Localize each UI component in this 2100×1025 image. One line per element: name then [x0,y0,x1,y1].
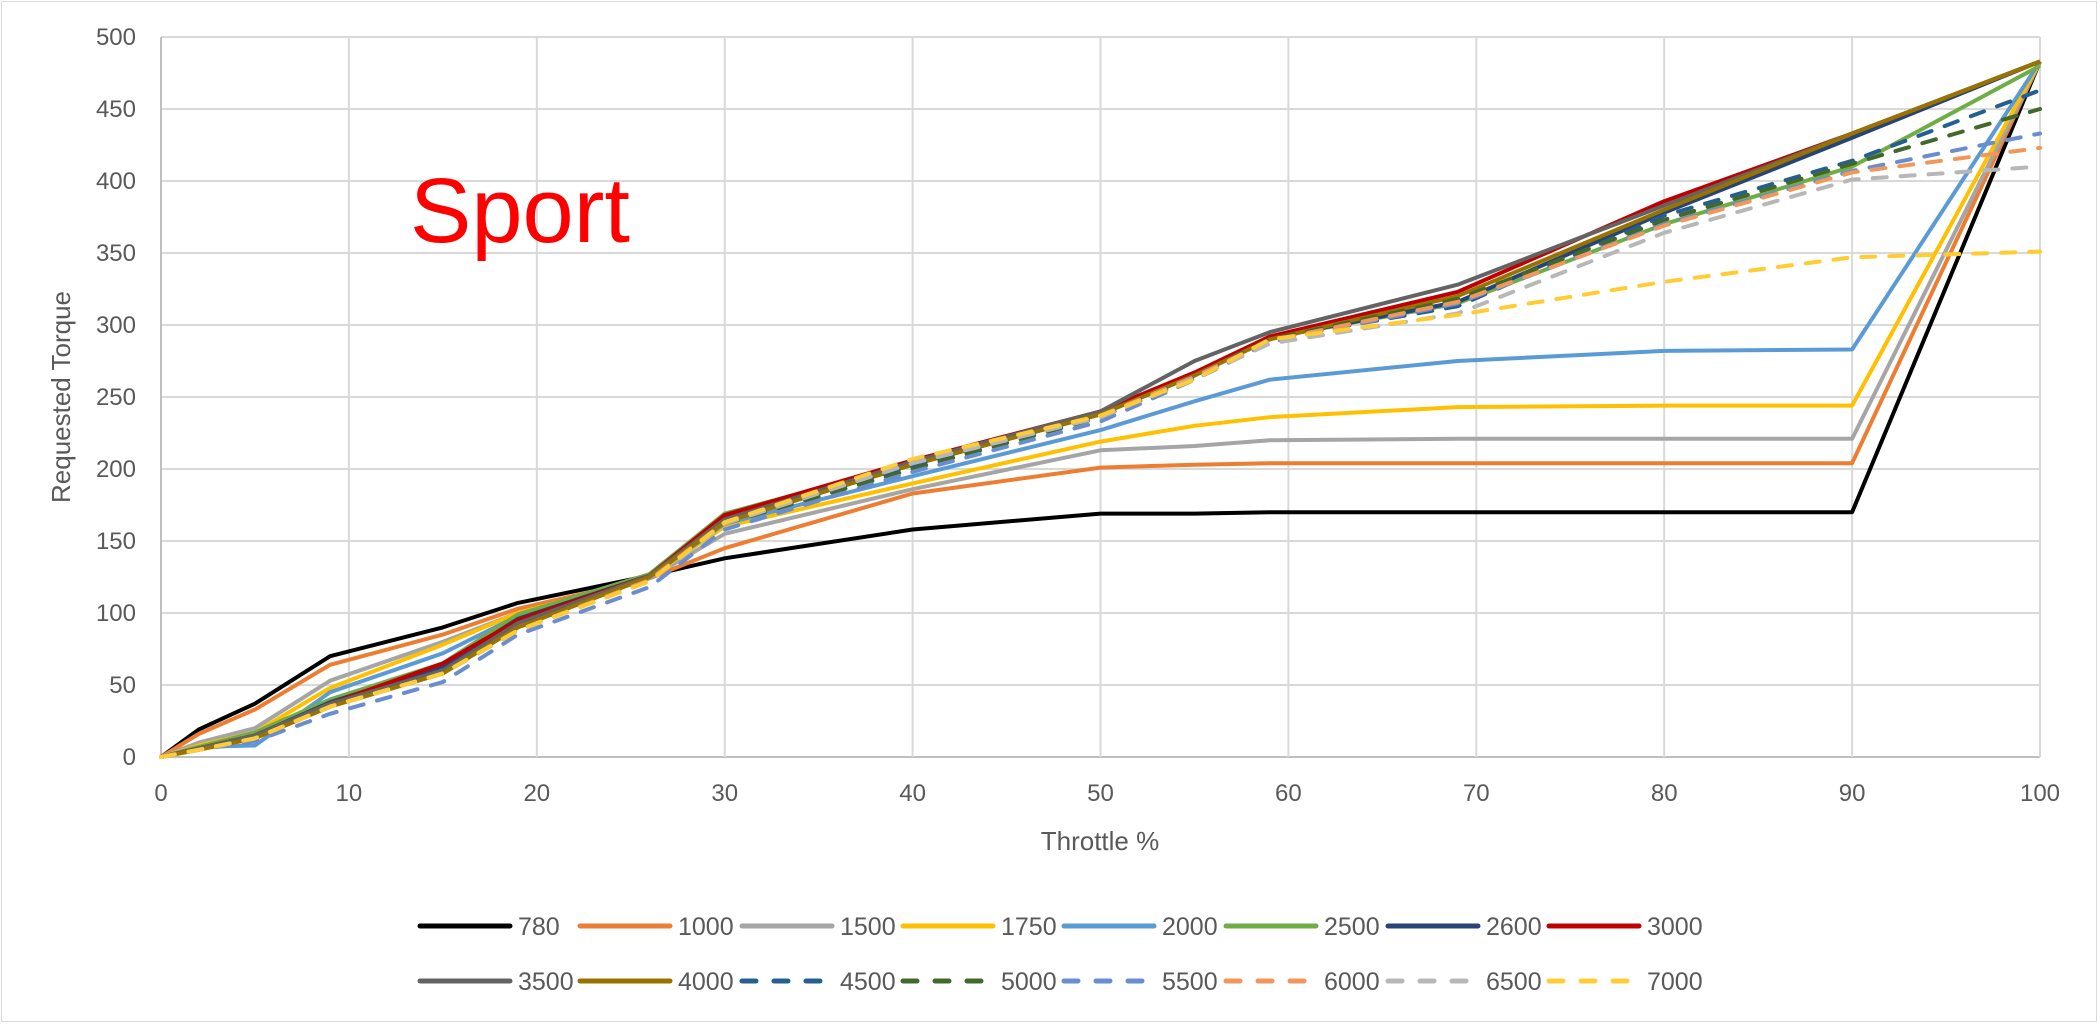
y-tick-label: 200 [96,456,136,483]
x-tick-label: 80 [1651,780,1678,807]
legend-label: 2500 [1324,913,1380,941]
y-tick-label: 500 [96,24,136,51]
x-tick-label: 90 [1839,780,1866,807]
legend-item-4500[interactable]: 4500 [739,968,896,996]
series-line-7000 [159,249,2042,759]
legend-label: 3500 [518,968,574,996]
x-tick-label: 20 [523,780,550,807]
legend-item-3500[interactable]: 3500 [417,968,574,996]
legend-label: 4500 [840,968,896,996]
legend-label: 780 [518,913,560,941]
series-line-1000 [159,60,2042,759]
y-tick-label: 250 [96,384,136,411]
mode-annotation: Sport [410,160,630,262]
series-lines [159,59,2042,759]
legend-label: 4000 [678,968,734,996]
gridlines [160,36,2041,758]
y-tick-label: 100 [96,600,136,627]
series-line-780 [159,60,2042,759]
legend-item-1500[interactable]: 1500 [739,913,896,941]
legend-item-2000[interactable]: 2000 [1061,913,1218,941]
legend-item-7000[interactable]: 7000 [1546,968,1703,996]
x-tick-label: 70 [1463,780,1490,807]
x-tick-label: 100 [2020,780,2060,807]
legend-label: 7000 [1647,968,1703,996]
legend-item-1000[interactable]: 1000 [577,913,734,941]
legend-label: 1000 [678,913,734,941]
y-tick-label: 450 [96,96,136,123]
x-axis-title: Throttle % [1041,826,1160,856]
legend-label: 5000 [1001,968,1057,996]
legend-label: 5500 [1162,968,1218,996]
legend-item-6000[interactable]: 6000 [1223,968,1380,996]
x-tick-label: 60 [1275,780,1302,807]
legend-label: 3000 [1647,913,1703,941]
legend-item-5000[interactable]: 5000 [900,968,1057,996]
y-tick-label: 150 [96,528,136,555]
y-tick-label: 50 [109,672,136,699]
series-line-1750 [160,60,2042,759]
legend-item-5500[interactable]: 5500 [1061,968,1218,996]
legend-label: 2600 [1486,913,1542,941]
series-line-1500 [160,60,2042,759]
x-tick-label: 30 [711,780,738,807]
legend-label: 6000 [1324,968,1380,996]
x-tick-label: 40 [899,780,926,807]
series-line-6500 [159,164,2042,759]
legend-item-1750[interactable]: 1750 [900,913,1057,941]
x-tick-label: 50 [1087,780,1114,807]
legend-item-780[interactable]: 780 [417,913,560,941]
legend-label: 6500 [1486,968,1542,996]
legend-item-2600[interactable]: 2600 [1385,913,1542,941]
series-line-3500 [160,59,2041,759]
legend: 780 1000 1500 1750 2000 2500 2600 3000 3500 4000 4… [417,913,1703,996]
y-axis-title: Requested Torque [46,291,76,503]
legend-item-3000[interactable]: 3000 [1546,913,1703,941]
y-tick-label: 300 [96,312,136,339]
legend-label: 1750 [1001,913,1057,941]
x-tick-label: 10 [336,780,363,807]
y-tick-label: 350 [96,240,136,267]
legend-item-2500[interactable]: 2500 [1223,913,1380,941]
series-line-5000 [159,107,2042,759]
y-tick-label: 0 [123,744,136,771]
legend-label: 2000 [1162,913,1218,941]
x-tick-label: 0 [154,780,167,807]
legend-label: 1500 [840,913,896,941]
legend-item-6500[interactable]: 6500 [1385,968,1542,996]
x-axis-ticks: 0 10 20 30 40 50 60 70 80 90 100 [154,780,2060,807]
y-tick-label: 400 [96,168,136,195]
y-axis-ticks: 0 50 100 150 200 250 300 350 400 450 500 [96,24,136,771]
legend-item-4000[interactable]: 4000 [577,968,734,996]
